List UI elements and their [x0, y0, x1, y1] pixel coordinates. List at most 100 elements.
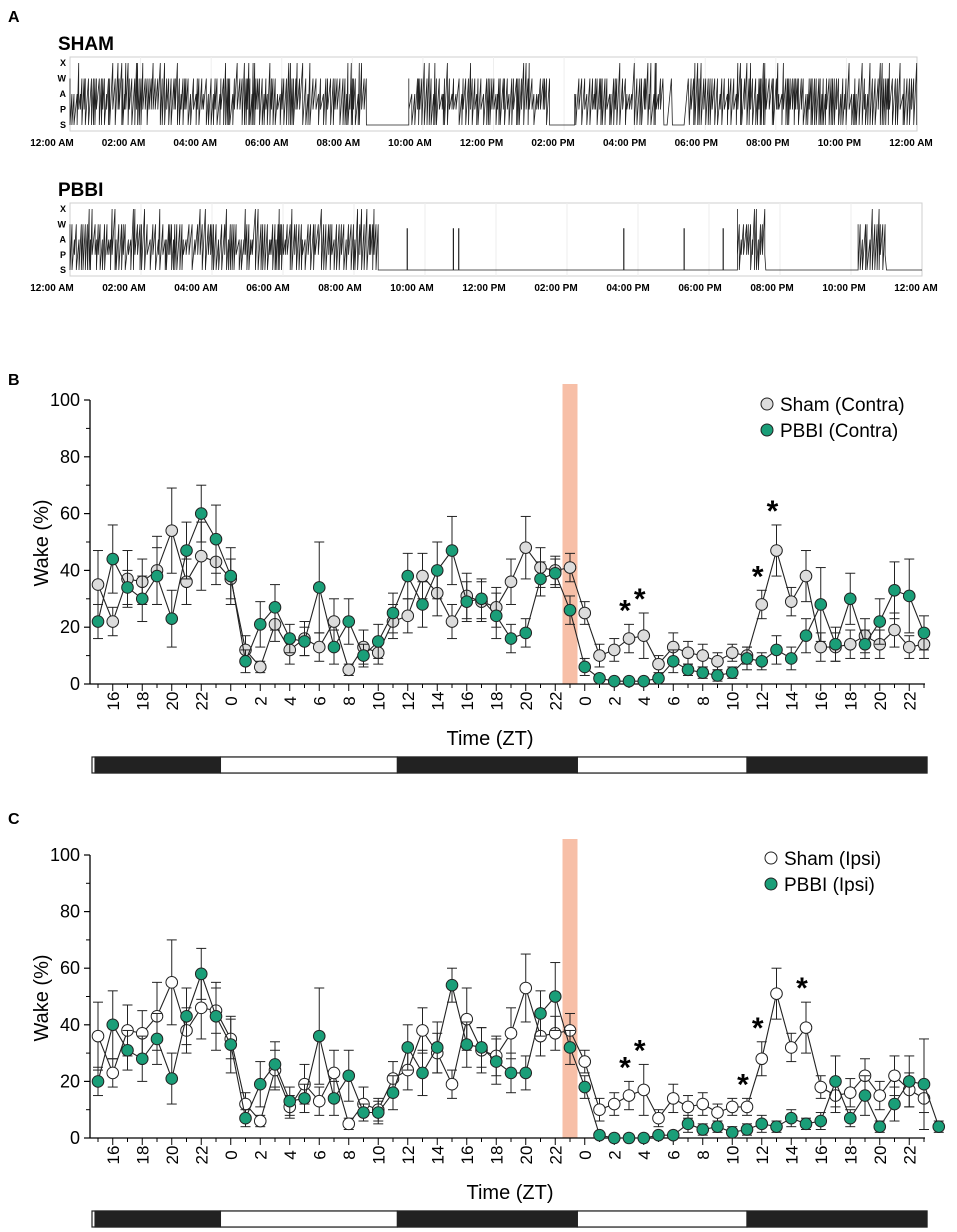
x-tick-label: 18: [487, 692, 506, 711]
hypnogram-time-label: 04:00 AM: [174, 283, 218, 294]
data-point: [843, 1111, 857, 1125]
data-point: [519, 1066, 533, 1080]
hypnogram-time-label: 02:00 AM: [102, 138, 146, 149]
data-point: [416, 598, 429, 611]
significance-star: *: [737, 1068, 749, 1101]
data-point: [165, 1072, 179, 1085]
x-tick-label: 6: [664, 696, 683, 705]
y-tick-label: 20: [60, 1071, 80, 1091]
light-dark-phase-dark: [746, 1210, 928, 1228]
legend-label-pbbi: PBBI (Contra): [780, 421, 898, 442]
data-point: [578, 1080, 592, 1094]
x-tick-label: 4: [281, 1150, 300, 1159]
x-tick-label: 22: [192, 692, 211, 711]
hypnogram-time-label: 12:00 AM: [30, 138, 74, 149]
hypnogram-trace: [69, 62, 918, 126]
data-point: [489, 1055, 503, 1068]
data-point: [652, 657, 665, 671]
hypnogram-stage-label: A: [60, 89, 67, 99]
legend-marker-sham: [764, 851, 778, 865]
hypnogram-time-label: 12:00 PM: [462, 283, 505, 294]
hypnogram-time-label: 04:00 AM: [173, 138, 217, 149]
data-point: [740, 1123, 754, 1136]
data-point: [194, 967, 208, 981]
data-point: [268, 1058, 282, 1071]
data-point: [902, 589, 916, 603]
light-dark-phase-dark: [94, 756, 222, 774]
data-point: [563, 561, 577, 574]
legend-label-sham: Sham (Ipsi): [784, 849, 881, 870]
hypnogram-stage-label: A: [60, 235, 67, 245]
data-point: [770, 544, 783, 557]
x-tick-label: 14: [782, 692, 801, 711]
data-point: [799, 1117, 813, 1131]
data-point: [843, 1086, 857, 1100]
data-point: [460, 1038, 474, 1051]
data-point: [681, 1100, 695, 1114]
y-tick-label: 60: [60, 504, 80, 524]
x-tick-label: 16: [104, 1146, 123, 1165]
light-dark-phase-light: [576, 1210, 748, 1228]
data-point: [637, 629, 651, 643]
data-point: [711, 1106, 724, 1119]
significance-star: *: [619, 594, 631, 627]
data-point: [755, 598, 769, 611]
hypnogram-time-label: 06:00 PM: [678, 283, 721, 294]
data-point: [666, 1128, 680, 1142]
data-point: [637, 674, 651, 688]
data-point: [312, 1094, 326, 1108]
significance-star: *: [634, 1034, 646, 1067]
data-point: [681, 1117, 695, 1131]
x-tick-label: 20: [517, 1146, 536, 1165]
data-point: [637, 1083, 651, 1097]
y-tick-label: 80: [60, 447, 80, 467]
data-point: [799, 629, 813, 643]
legend-label-sham: Sham (Contra): [780, 395, 905, 416]
data-point: [829, 1075, 842, 1088]
x-tick-label: 12: [399, 1146, 418, 1165]
data-point: [593, 672, 606, 685]
x-tick-label: 18: [841, 692, 860, 711]
data-point: [445, 1077, 459, 1091]
data-point: [593, 1103, 606, 1116]
x-axis-label: Time (ZT): [466, 1182, 553, 1204]
hypnogram-stage-label: P: [60, 250, 66, 260]
data-point: [637, 1131, 651, 1145]
data-point: [902, 640, 916, 654]
x-tick-label: 8: [340, 1150, 359, 1159]
data-point: [504, 1066, 518, 1080]
legend: Sham (Ipsi) PBBI (Ipsi): [764, 849, 881, 896]
data-point: [740, 1100, 754, 1114]
x-tick-label: 14: [782, 1146, 801, 1165]
hypnogram-time-label: 08:00 AM: [317, 138, 361, 149]
data-point: [829, 637, 842, 651]
panel-letter-a: A: [8, 9, 20, 26]
data-point: [224, 1038, 238, 1051]
data-point: [180, 544, 193, 557]
x-tick-label: 20: [517, 692, 536, 711]
x-tick-label: 4: [635, 1150, 654, 1159]
data-point: [416, 1066, 429, 1080]
data-point: [224, 569, 238, 583]
y-tick-label: 20: [60, 617, 80, 637]
data-point: [106, 552, 120, 566]
wake-chart-contra: Time (ZT) Wake (%) Sham (Contra) PBBI (C…: [31, 384, 931, 774]
data-point: [652, 1111, 665, 1125]
x-tick-label: 4: [281, 696, 300, 705]
data-point: [239, 654, 252, 668]
significance-star: *: [767, 495, 779, 528]
hypnogram-time-label: 10:00 AM: [390, 283, 434, 294]
x-axis-label: Time (ZT): [446, 728, 533, 750]
significance-star: *: [796, 972, 808, 1005]
data-point: [696, 666, 710, 679]
x-tick-label: 0: [222, 696, 241, 705]
data-point: [534, 1007, 547, 1020]
data-point: [622, 1089, 636, 1102]
data-point: [430, 1041, 444, 1054]
data-point: [401, 1041, 415, 1054]
data-point: [814, 1080, 828, 1094]
significance-star: *: [634, 583, 646, 616]
hypnogram-time-label: 02:00 PM: [531, 138, 574, 149]
x-tick-label: 12: [399, 692, 418, 711]
